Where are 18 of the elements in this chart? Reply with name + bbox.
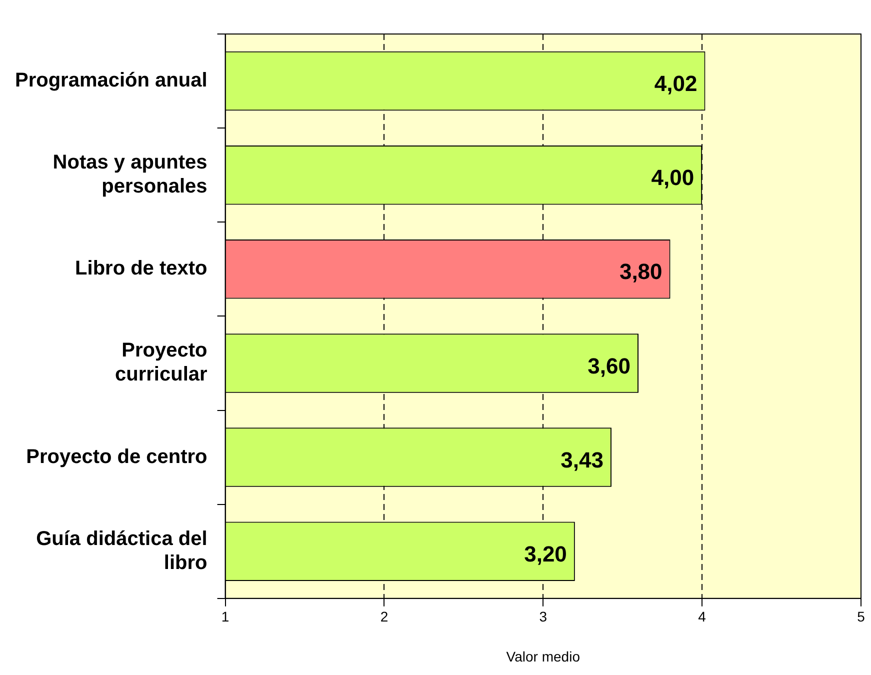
x-tick-label: 3	[539, 608, 548, 625]
data-label: 3,80	[619, 259, 662, 284]
x-axis-title: Valor medio	[506, 648, 580, 664]
data-label: 3,20	[524, 541, 567, 566]
data-label: 3,60	[588, 353, 630, 378]
x-tick-label: 4	[698, 608, 706, 625]
y-tick-label: Proyecto de centro	[26, 446, 208, 468]
y-tick-label: Proyecto curricular	[115, 340, 208, 386]
y-tick-label: Notas y apuntes personales	[52, 152, 208, 198]
data-label: 3,43	[560, 447, 604, 472]
data-label: 4,00	[651, 165, 694, 190]
data-label: 4,02	[654, 71, 698, 96]
y-tick-label: Libro de texto	[75, 258, 208, 280]
x-tick-label: 2	[380, 608, 388, 625]
x-tick-label: 1	[221, 608, 230, 625]
x-tick-label: 5	[857, 608, 866, 625]
y-tick-label: Guía didáctica del libro	[36, 528, 208, 574]
y-tick-label: Programación anual	[14, 70, 208, 92]
